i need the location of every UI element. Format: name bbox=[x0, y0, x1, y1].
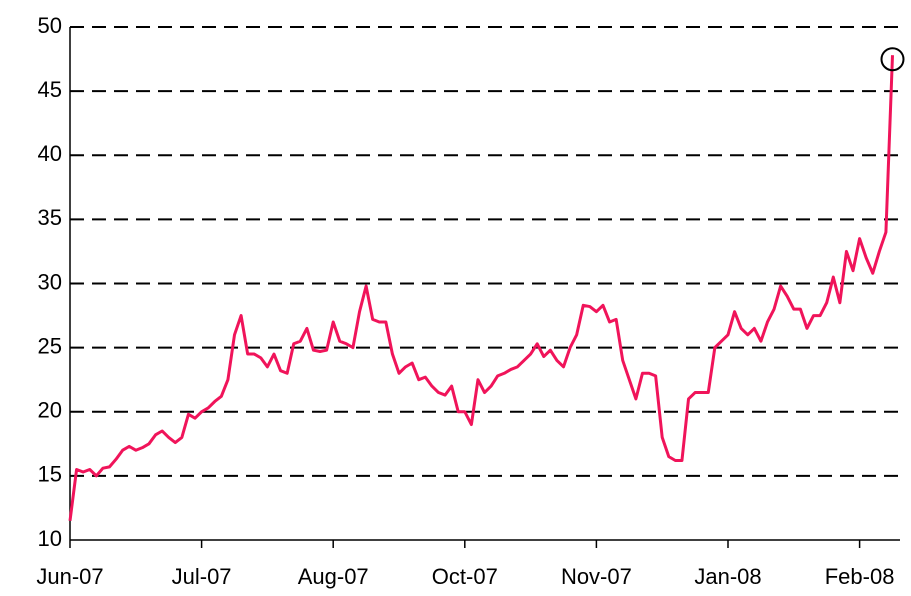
y-tick-label: 35 bbox=[38, 205, 62, 230]
x-tick-label: Aug-07 bbox=[298, 564, 369, 589]
y-tick-label: 20 bbox=[38, 398, 62, 423]
y-tick-label: 45 bbox=[38, 77, 62, 102]
x-tick-label: Nov-07 bbox=[561, 564, 632, 589]
line-series bbox=[68, 55, 894, 521]
x-tick-label: Feb-08 bbox=[825, 564, 895, 589]
x-tick-label: Oct-07 bbox=[432, 564, 498, 589]
y-tick-label: 50 bbox=[38, 13, 62, 38]
y-tick-label: 15 bbox=[38, 462, 62, 487]
x-tick-label: Jan-08 bbox=[694, 564, 761, 589]
y-tick-label: 30 bbox=[38, 269, 62, 294]
y-tick-label: 25 bbox=[38, 333, 62, 358]
x-tick-label: Jul-07 bbox=[172, 564, 232, 589]
x-tick-label: Jun-07 bbox=[36, 564, 103, 589]
highlight-circle bbox=[880, 47, 905, 72]
y-tick-label: 10 bbox=[38, 526, 62, 551]
y-tick-label: 40 bbox=[38, 141, 62, 166]
